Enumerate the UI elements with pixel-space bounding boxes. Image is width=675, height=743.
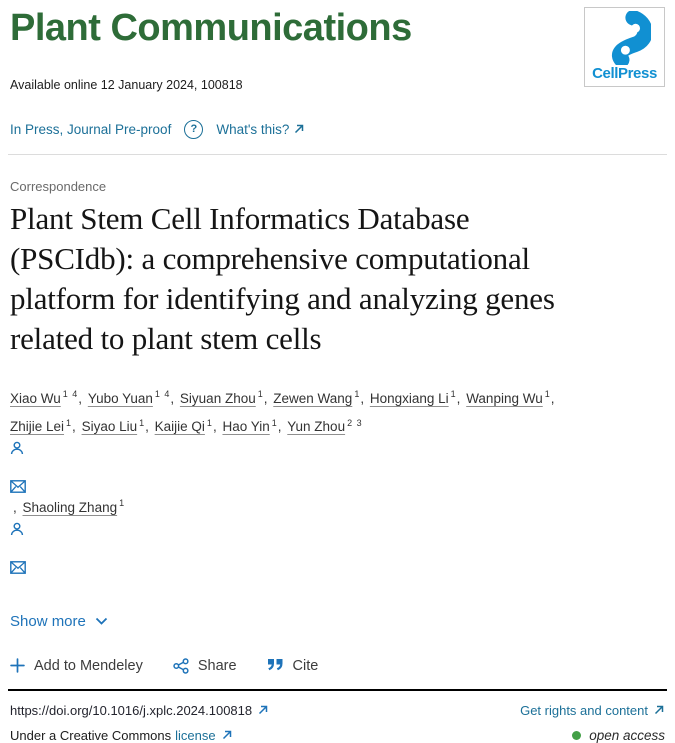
author-separator: ,	[263, 390, 272, 406]
quote-icon	[267, 659, 284, 672]
author-link[interactable]: Siyao Liu 1	[81, 417, 146, 435]
in-press-status: In Press, Journal Pre-proof	[10, 121, 172, 137]
author-list: Xiao Wu 1 4, Yubo Yuan 1 4, Siyuan Zhou 1, …	[10, 382, 630, 597]
open-access-dot-icon	[572, 730, 582, 740]
share-label: Share	[197, 657, 237, 674]
author-separator: ,	[170, 390, 178, 406]
cellpress-logo-text: CellPress	[592, 65, 657, 82]
get-rights-link[interactable]: Get rights and content	[520, 703, 665, 718]
open-access-badge: open access	[572, 728, 665, 743]
chevron-down-icon	[94, 614, 109, 628]
plus-icon	[10, 658, 25, 673]
cellpress-logo[interactable]: CellPress	[584, 7, 665, 87]
author-link[interactable]: Zhijie Lei 1	[10, 417, 73, 435]
author-link[interactable]: Siyuan Zhou 1	[179, 389, 264, 406]
author-separator: ,	[212, 419, 221, 434]
author-link[interactable]: Kaijie Qi 1	[154, 417, 213, 435]
article-title-line: platform for identifying and analyzing g…	[10, 281, 555, 316]
article-title: Plant Stem Cell Informatics Database (PS…	[10, 199, 665, 359]
available-online-text: Available online 12 January 2024, 100818	[10, 78, 243, 92]
journal-title: Plant Communications	[10, 7, 412, 49]
author-separator: ,	[456, 390, 465, 406]
author-link[interactable]: Hao Yin 1	[222, 417, 278, 435]
article-title-line: Plant Stem Cell Informatics Database	[10, 201, 470, 236]
author-link[interactable]: Hongxiang Li 1	[369, 389, 457, 406]
license-row: Under a Creative Commons license open ac…	[10, 728, 665, 743]
add-to-mendeley-button[interactable]: Add to Mendeley	[10, 658, 143, 674]
open-access-label: open access	[589, 727, 665, 743]
author-separator: ,	[78, 390, 86, 406]
share-icon	[173, 657, 189, 674]
whats-this-link[interactable]: What's this?	[216, 122, 305, 137]
person-icon[interactable]	[10, 522, 630, 536]
envelope-icon[interactable]	[10, 480, 630, 493]
whats-this-label: What's this?	[216, 121, 290, 137]
author-link[interactable]: Shaoling Zhang 1	[22, 498, 126, 515]
doi-text: https://doi.org/10.1016/j.xplc.2024.1008…	[10, 702, 253, 718]
author-link[interactable]: Xiao Wu 1 4	[10, 389, 79, 406]
author-separator: ,	[550, 390, 555, 406]
author-separator: ,	[145, 419, 153, 434]
author-separator: ,	[13, 499, 21, 515]
section-label: Correspondence	[10, 179, 107, 194]
author-link[interactable]: Yubo Yuan 1 4	[87, 389, 171, 406]
license-link-label: license	[175, 727, 216, 743]
license-prefix: Under a Creative Commons	[10, 727, 172, 743]
status-bar: In Press, Journal Pre-proof ? What's thi…	[10, 119, 665, 139]
author-link[interactable]: Zewen Wang 1	[273, 389, 361, 406]
person-icon[interactable]	[10, 441, 630, 455]
author-separator: ,	[72, 419, 80, 434]
doi-row: https://doi.org/10.1016/j.xplc.2024.1008…	[10, 703, 665, 718]
envelope-icon[interactable]	[10, 560, 630, 574]
header-divider	[8, 154, 667, 155]
question-circle-icon[interactable]: ?	[184, 119, 204, 139]
external-link-icon	[221, 729, 233, 741]
get-rights-label: Get rights and content	[520, 702, 648, 718]
license-link[interactable]: license	[175, 728, 232, 743]
article-title-line: related to plant stem cells	[10, 321, 322, 356]
action-bar: Add to Mendeley Share Cite	[10, 658, 665, 674]
license-line: Under a Creative Commons license	[10, 728, 233, 743]
article-header-page: Plant Communications CellPress Available…	[8, 7, 667, 743]
author-separator: ,	[360, 390, 368, 406]
external-link-icon	[257, 704, 269, 716]
author-separator: ,	[277, 419, 286, 434]
show-more-button[interactable]: Show more	[10, 613, 109, 630]
footer-divider	[8, 688, 667, 691]
cellpress-logo-icon	[599, 11, 651, 65]
article-title-line: (PSCIdb): a comprehensive computational	[10, 241, 530, 276]
add-to-mendeley-label: Add to Mendeley	[34, 657, 143, 674]
show-more-label: Show more	[10, 612, 86, 630]
doi-link[interactable]: https://doi.org/10.1016/j.xplc.2024.1008…	[10, 703, 269, 718]
author-link[interactable]: Yun Zhou 2 3	[287, 417, 363, 435]
cite-button[interactable]: Cite	[267, 657, 319, 674]
author-link[interactable]: Wanping Wu 1	[466, 389, 551, 406]
external-link-icon	[653, 704, 665, 716]
external-link-icon	[293, 123, 305, 135]
cite-label: Cite	[292, 657, 319, 674]
share-button[interactable]: Share	[173, 658, 237, 674]
